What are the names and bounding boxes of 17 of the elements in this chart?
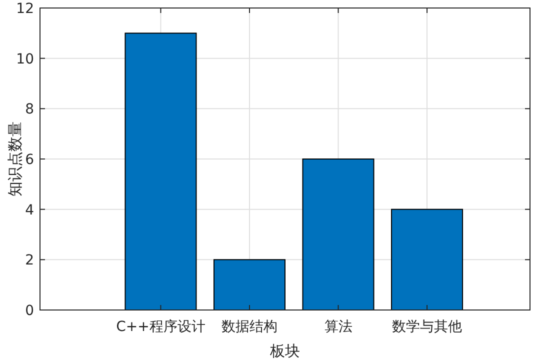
bar bbox=[124, 32, 197, 310]
x-tick-label: 算法 bbox=[324, 319, 352, 335]
x-axis-title: 板块 bbox=[269, 342, 300, 360]
bar bbox=[302, 158, 374, 310]
y-tick-label: 0 bbox=[25, 303, 34, 319]
y-tick-label: 4 bbox=[25, 202, 34, 218]
bar bbox=[213, 259, 286, 310]
y-tick-label: 8 bbox=[25, 102, 34, 118]
bar bbox=[391, 208, 464, 310]
y-tick-label: 2 bbox=[25, 252, 34, 269]
x-tick-label: 数学与其他 bbox=[392, 319, 462, 335]
y-tick-label: 12 bbox=[16, 1, 34, 17]
y-tick-label: 6 bbox=[25, 152, 34, 168]
x-tick-label: 数据结构 bbox=[221, 319, 278, 335]
x-tick-label: C++程序设计 bbox=[116, 319, 206, 335]
y-tick-label: 10 bbox=[16, 51, 34, 68]
y-axis-title: 知识点数量 bbox=[6, 122, 24, 196]
